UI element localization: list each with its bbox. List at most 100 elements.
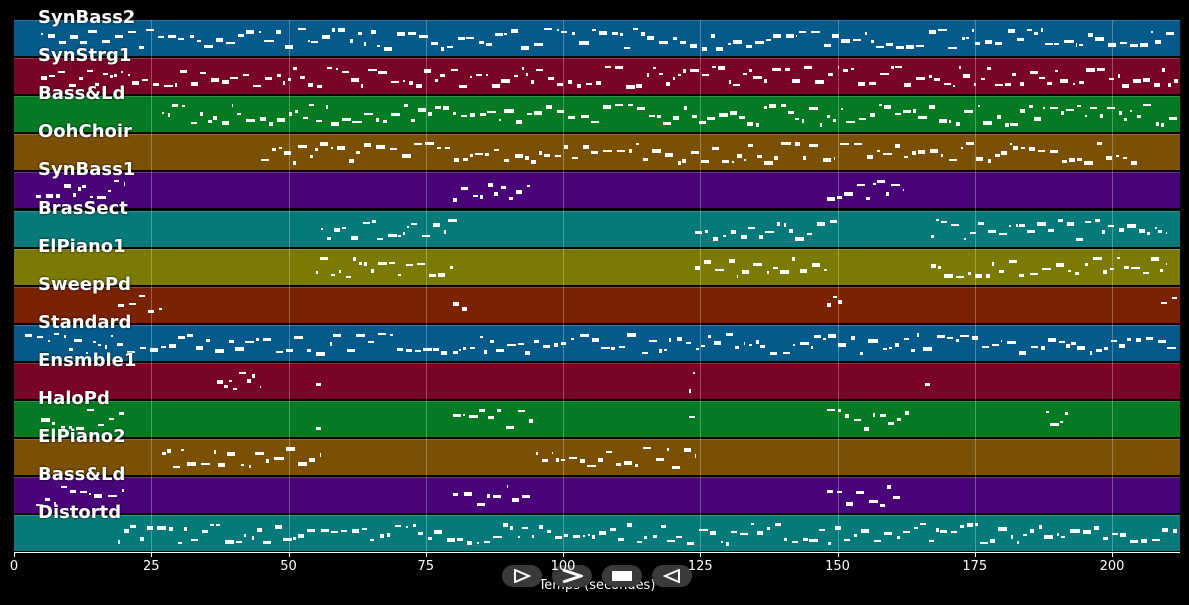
note (388, 261, 395, 264)
rewind-button[interactable] (652, 565, 692, 587)
note (553, 342, 558, 347)
note (609, 528, 617, 532)
note (127, 74, 131, 77)
track-lane (14, 210, 1180, 247)
note (320, 256, 329, 260)
note (453, 112, 457, 116)
note (751, 523, 754, 526)
note (515, 120, 522, 125)
note (948, 159, 957, 162)
note (1099, 114, 1103, 119)
note (462, 306, 468, 311)
note (1107, 107, 1115, 110)
note (839, 143, 849, 146)
note (123, 529, 129, 534)
note (1068, 269, 1072, 272)
note (684, 448, 691, 453)
note (1048, 337, 1057, 342)
note (1165, 32, 1174, 35)
note (948, 47, 957, 49)
note (315, 270, 318, 274)
note (433, 347, 440, 351)
fast-forward-button[interactable] (552, 565, 592, 587)
note (815, 80, 825, 85)
x-tick-label: 100 (550, 559, 576, 574)
note (648, 115, 656, 118)
note (1060, 536, 1065, 539)
note (314, 148, 319, 152)
note (858, 118, 867, 121)
note (806, 232, 812, 235)
note (425, 142, 435, 146)
note (642, 158, 648, 162)
note (174, 83, 178, 88)
note (409, 81, 413, 86)
note (727, 43, 732, 45)
note (199, 112, 204, 117)
note (1001, 151, 1007, 156)
note (1086, 68, 1096, 73)
x-tick-label: 200 (1099, 559, 1125, 574)
note (853, 419, 861, 421)
note (1108, 78, 1114, 81)
note (591, 337, 600, 342)
note (531, 160, 536, 165)
note (63, 334, 66, 338)
note (963, 74, 970, 79)
note (503, 159, 510, 163)
note (634, 464, 639, 468)
note (649, 339, 657, 342)
note (123, 182, 125, 187)
note (980, 542, 988, 545)
note (656, 115, 661, 119)
note (103, 73, 108, 76)
note (999, 232, 1008, 235)
note (611, 346, 616, 350)
note (506, 426, 514, 429)
note (845, 502, 853, 507)
note (512, 498, 520, 503)
note (142, 79, 148, 82)
note (868, 82, 876, 86)
note (431, 42, 439, 45)
note (202, 530, 208, 534)
note (857, 184, 865, 187)
play-button[interactable] (502, 565, 542, 587)
note (646, 73, 650, 78)
note (692, 371, 695, 374)
fast-forward-icon (562, 569, 583, 583)
stop-button[interactable] (602, 565, 642, 587)
note (831, 34, 840, 38)
note (983, 121, 993, 126)
note (525, 350, 531, 355)
note (1076, 158, 1083, 162)
note (544, 154, 551, 158)
note (41, 418, 50, 422)
note (246, 378, 251, 383)
note (527, 113, 533, 116)
note (116, 342, 124, 346)
note (168, 113, 170, 118)
note (483, 541, 490, 544)
note (660, 525, 666, 529)
note (853, 39, 861, 41)
note (41, 33, 44, 35)
note (214, 348, 224, 353)
note (317, 85, 323, 89)
note (579, 333, 589, 337)
note (396, 347, 403, 351)
note (774, 156, 778, 161)
grid-line (974, 20, 976, 552)
note (974, 273, 983, 278)
note (434, 79, 438, 83)
note (728, 80, 732, 85)
note (79, 41, 87, 44)
note (1007, 340, 1017, 344)
note (690, 69, 699, 73)
note (955, 275, 965, 278)
note (766, 527, 771, 531)
note (342, 118, 351, 122)
note (339, 269, 342, 273)
track-label: SynBass1 (38, 159, 136, 181)
note (820, 123, 823, 128)
